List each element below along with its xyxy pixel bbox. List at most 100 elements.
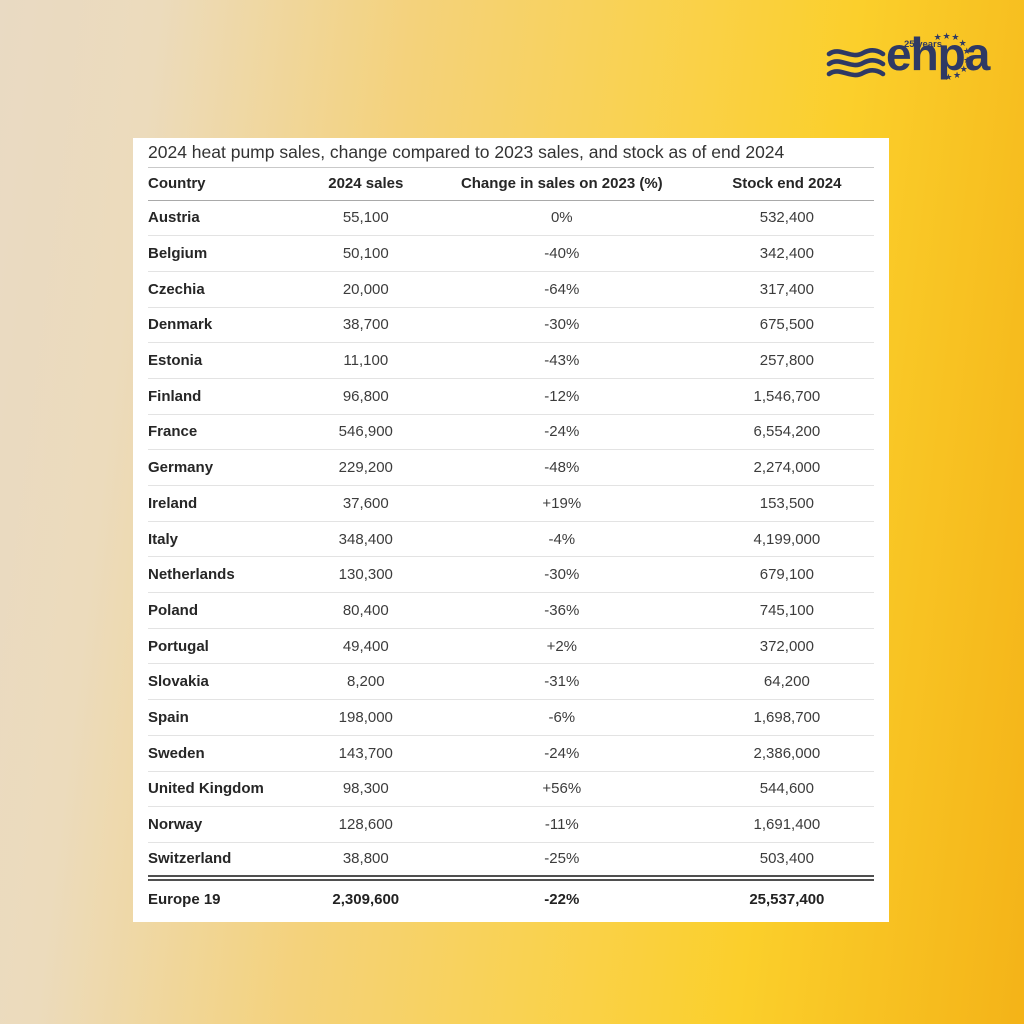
- sales-cell: 38,700: [307, 306, 424, 343]
- change-cell: -40%: [423, 235, 700, 272]
- sales-cell: 348,400: [307, 520, 424, 557]
- country-cell: Slovakia: [148, 663, 308, 700]
- change-cell: +56%: [423, 770, 700, 807]
- stock-cell: 6,554,200: [699, 413, 874, 450]
- sales-cell: 143,700: [307, 734, 424, 771]
- total-label-cell: Europe 19: [148, 875, 308, 919]
- table-row: France 546,900 -24% 6,554,200: [148, 413, 874, 450]
- country-cell: Estonia: [148, 342, 308, 379]
- star-icon: ★: [959, 63, 968, 74]
- sales-cell: 38,800: [307, 841, 424, 879]
- total-change-cell: -22%: [423, 875, 700, 919]
- star-icon: ★: [962, 46, 971, 57]
- table-row: United Kingdom 98,300 +56% 544,600: [148, 770, 874, 807]
- sales-table: Country 2024 sales Change in sales on 20…: [148, 168, 874, 919]
- sales-cell: 128,600: [307, 806, 424, 843]
- change-cell: -24%: [423, 734, 700, 771]
- table-row: Sweden 143,700 -24% 2,386,000: [148, 734, 874, 771]
- country-cell: Germany: [148, 449, 308, 486]
- change-cell: -48%: [423, 449, 700, 486]
- table-body: Austria 55,100 0% 532,400 Belgium 50,100 -40% 3…: [148, 200, 874, 879]
- change-cell: -31%: [423, 663, 700, 700]
- change-cell: -25%: [423, 841, 700, 879]
- stock-cell: 1,546,700: [699, 377, 874, 415]
- stock-cell: 544,600: [699, 770, 874, 807]
- stock-cell: 2,274,000: [699, 449, 874, 486]
- sales-cell: 37,600: [307, 485, 424, 522]
- sales-cell: 20,000: [307, 270, 424, 308]
- table-row: Portugal 49,400 +2% 372,000: [148, 627, 874, 664]
- change-cell: -24%: [423, 413, 700, 450]
- sales-cell: 546,900: [307, 413, 424, 450]
- table-row: Norway 128,600 -11% 1,691,400: [148, 806, 874, 843]
- country-cell: Ireland: [148, 485, 308, 522]
- total-stock-cell: 25,537,400: [699, 875, 874, 919]
- country-cell: United Kingdom: [148, 770, 308, 807]
- sales-cell: 96,800: [307, 377, 424, 415]
- change-cell: +2%: [423, 627, 700, 664]
- star-icon: ★: [963, 55, 972, 66]
- stock-cell: 257,800: [699, 342, 874, 379]
- star-icon: ★: [942, 30, 951, 41]
- table-row: Czechia 20,000 -64% 317,400: [148, 270, 874, 308]
- table-row: Italy 348,400 -4% 4,199,000: [148, 520, 874, 557]
- header-row: Country 2024 sales Change in sales on 20…: [148, 168, 874, 201]
- col-header-stock: Stock end 2024: [699, 168, 874, 201]
- country-cell: Norway: [148, 806, 308, 843]
- table-row: Netherlands 130,300 -30% 679,100: [148, 556, 874, 593]
- sales-cell: 11,100: [307, 342, 424, 379]
- stock-cell: 679,100: [699, 556, 874, 593]
- table-title: 2024 heat pump sales, change compared to…: [148, 138, 874, 168]
- table-row: Finland 96,800 -12% 1,546,700: [148, 377, 874, 415]
- table-row: Switzerland 38,800 -25% 503,400: [148, 841, 874, 879]
- country-cell: Sweden: [148, 734, 308, 771]
- country-cell: Austria: [148, 209, 200, 227]
- total-sales-cell: 2,309,600: [307, 875, 424, 919]
- sales-cell: 98,300: [307, 770, 424, 807]
- col-header-change: Change in sales on 2023 (%): [423, 168, 700, 201]
- stock-cell: 1,691,400: [699, 806, 874, 843]
- country-cell: France: [148, 413, 308, 450]
- stock-cell: 532,400: [759, 209, 814, 227]
- country-cell: Portugal: [148, 627, 308, 664]
- anniversary-badge: 25 years: [904, 39, 943, 50]
- country-cell: Finland: [148, 377, 308, 415]
- sales-cell: 8,200: [307, 663, 424, 700]
- brand-wordmark: ehpa: [886, 28, 990, 80]
- country-cell: Belgium: [148, 235, 308, 272]
- country-cell: Italy: [148, 520, 308, 557]
- stock-cell: 2,386,000: [699, 734, 874, 771]
- country-cell: Switzerland: [148, 841, 308, 879]
- waves-icon: [826, 48, 886, 78]
- sales-table-card: 2024 heat pump sales, change compared to…: [133, 138, 889, 922]
- sales-cell: 55,100: [342, 209, 389, 227]
- table-row: Germany 229,200 -48% 2,274,000: [148, 449, 874, 486]
- table-row: Belgium 50,100 -40% 342,400: [148, 235, 874, 272]
- stock-cell: 342,400: [699, 235, 874, 272]
- total-row: Europe 19 2,309,600 -22% 25,537,400: [148, 875, 874, 919]
- table-row: Estonia 11,100 -43% 257,800: [148, 342, 874, 379]
- sales-cell: 229,200: [307, 449, 424, 486]
- country-cell: Poland: [148, 592, 308, 629]
- stock-cell: 153,500: [699, 485, 874, 522]
- change-cell: -6%: [423, 699, 700, 736]
- sales-cell: 50,100: [307, 235, 424, 272]
- country-cell: Denmark: [148, 306, 308, 343]
- stock-cell: 675,500: [699, 306, 874, 343]
- sales-cell: 198,000: [307, 699, 424, 736]
- stock-cell: 317,400: [699, 270, 874, 308]
- change-cell: -30%: [423, 306, 700, 343]
- col-header-country: Country: [148, 168, 308, 201]
- change-cell: -11%: [423, 806, 700, 843]
- star-icon: ★: [958, 38, 967, 48]
- star-icon: ★: [944, 72, 953, 83]
- change-cell: -36%: [423, 592, 700, 629]
- stock-cell: 64,200: [699, 663, 874, 700]
- change-cell: -12%: [423, 377, 700, 415]
- table-row: Austria 55,100 0% 532,400: [148, 200, 874, 236]
- stock-cell: 503,400: [699, 841, 874, 879]
- stock-cell: 372,000: [699, 627, 874, 664]
- star-icon: ★: [933, 32, 942, 43]
- table-row: Spain 198,000 -6% 1,698,700: [148, 699, 874, 736]
